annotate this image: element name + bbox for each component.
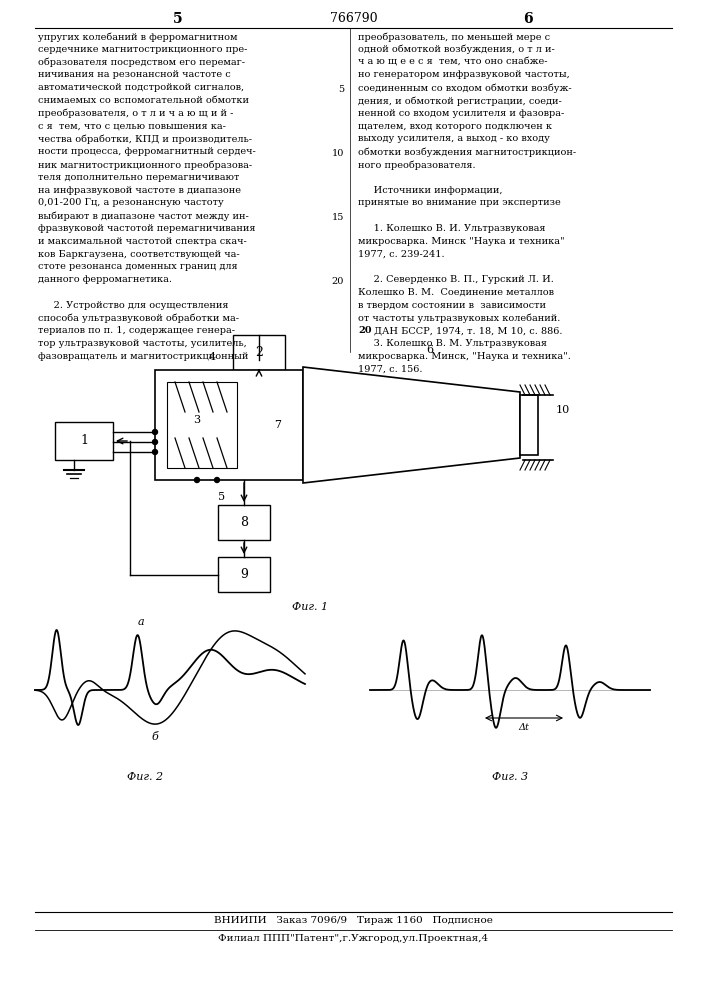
Text: 7: 7 <box>274 420 281 430</box>
Circle shape <box>153 430 158 434</box>
Text: ч а ю щ е е с я  тем, что оно снабже-: ч а ю щ е е с я тем, что оно снабже- <box>358 58 547 67</box>
Text: 2. Северденко В. П., Гурский Л. И.: 2. Северденко В. П., Гурский Л. И. <box>358 275 554 284</box>
Text: ности процесса, ферромагнитный сердеч-: ности процесса, ферромагнитный сердеч- <box>38 147 256 156</box>
Text: микросварка. Минск, "Наука и техника".: микросварка. Минск, "Наука и техника". <box>358 352 571 361</box>
Text: фразвуковой частотой перемагничивания: фразвуковой частотой перемагничивания <box>38 224 255 233</box>
Text: териалов по п. 1, содержащее генера-: териалов по п. 1, содержащее генера- <box>38 326 235 335</box>
Text: ного преобразователя.: ного преобразователя. <box>358 160 476 169</box>
Text: 5: 5 <box>173 12 183 26</box>
Text: 8: 8 <box>240 516 248 529</box>
Text: одной обмоткой возбуждения, о т л и-: одной обмоткой возбуждения, о т л и- <box>358 45 555 54</box>
Circle shape <box>153 450 158 454</box>
Text: чества обработки, КПД и производитель-: чества обработки, КПД и производитель- <box>38 134 252 144</box>
Text: тор ультразвуковой частоты, усилитель,: тор ультразвуковой частоты, усилитель, <box>38 339 247 348</box>
Bar <box>218 505 270 540</box>
Text: выбирают в диапазоне частот между ин-: выбирают в диапазоне частот между ин- <box>38 211 249 221</box>
Text: микросварка. Минск "Наука и техника": микросварка. Минск "Наука и техника" <box>358 237 565 246</box>
Text: фазовращатель и магнитострикционный: фазовращатель и магнитострикционный <box>38 352 248 361</box>
Text: ник магнитострикционного преобразова-: ник магнитострикционного преобразова- <box>38 160 252 169</box>
Text: б: б <box>151 732 158 742</box>
Text: 2. Устройство для осуществления: 2. Устройство для осуществления <box>38 301 228 310</box>
Text: 1977, с. 239-241.: 1977, с. 239-241. <box>358 250 445 259</box>
Bar <box>233 335 285 370</box>
Bar <box>55 422 113 460</box>
Bar <box>520 395 538 455</box>
Text: ков Баркгаузена, соответствующей ча-: ков Баркгаузена, соответствующей ча- <box>38 250 240 259</box>
Text: снимаемых со вспомогательной обмотки: снимаемых со вспомогательной обмотки <box>38 96 249 105</box>
Text: 10: 10 <box>332 149 344 158</box>
Text: Источники информации,: Источники информации, <box>358 186 503 195</box>
Text: Филиал ППП"Патент",г.Ужгород,ул.Проектная,4: Филиал ППП"Патент",г.Ужгород,ул.Проектна… <box>218 934 488 943</box>
Text: 6: 6 <box>426 345 433 355</box>
Text: выходу усилителя, а выход - ко входу: выходу усилителя, а выход - ко входу <box>358 134 550 143</box>
Circle shape <box>153 440 158 444</box>
Text: 1: 1 <box>80 434 88 448</box>
Text: ничивания на резонансной частоте с: ничивания на резонансной частоте с <box>38 70 230 79</box>
Text: образователя посредством его перемаг-: образователя посредством его перемаг- <box>38 58 245 67</box>
Text: сердечнике магнитострикционного пре-: сердечнике магнитострикционного пре- <box>38 45 247 54</box>
Text: 1. Колешко В. И. Ультразвуковая: 1. Колешко В. И. Ультразвуковая <box>358 224 546 233</box>
Text: автоматической подстройкой сигналов,: автоматической подстройкой сигналов, <box>38 83 244 92</box>
Text: a: a <box>138 617 144 627</box>
Text: упругих колебаний в ферромагнитном: упругих колебаний в ферромагнитном <box>38 32 238 41</box>
Text: 766790: 766790 <box>329 12 378 25</box>
Text: данного ферромагнетика.: данного ферромагнетика. <box>38 275 172 284</box>
Text: дения, и обмоткой регистрации, соеди-: дения, и обмоткой регистрации, соеди- <box>358 96 562 105</box>
Text: от частоты ультразвуковых колебаний.: от частоты ультразвуковых колебаний. <box>358 314 561 323</box>
Text: с я  тем, что с целью повышения ка-: с я тем, что с целью повышения ка- <box>38 122 226 131</box>
Text: обмотки возбуждения магнитострикцион-: обмотки возбуждения магнитострикцион- <box>358 147 576 157</box>
Text: 5: 5 <box>218 492 226 502</box>
Text: 20: 20 <box>332 277 344 286</box>
Bar <box>155 370 303 480</box>
Text: ДАН БССР, 1974, т. 18, М 10, с. 886.: ДАН БССР, 1974, т. 18, М 10, с. 886. <box>374 326 563 335</box>
Text: преобразователь, по меньшей мере с: преобразователь, по меньшей мере с <box>358 32 550 41</box>
Text: 9: 9 <box>240 568 248 581</box>
Text: стоте резонанса доменных границ для: стоте резонанса доменных границ для <box>38 262 238 271</box>
Text: 20: 20 <box>358 326 372 335</box>
Text: Колешко В. М.  Соединение металлов: Колешко В. М. Соединение металлов <box>358 288 554 297</box>
Text: способа ультразвуковой обработки ма-: способа ультразвуковой обработки ма- <box>38 314 239 323</box>
Text: щателем, вход которого подключен к: щателем, вход которого подключен к <box>358 122 552 131</box>
Text: 4: 4 <box>209 352 216 362</box>
Text: 10: 10 <box>556 405 571 415</box>
Text: соединенным со входом обмотки возбуж-: соединенным со входом обмотки возбуж- <box>358 83 572 93</box>
Bar <box>167 382 237 468</box>
Text: но генератором инфразвуковой частоты,: но генератором инфразвуковой частоты, <box>358 70 570 79</box>
Text: Фиг. 1: Фиг. 1 <box>292 602 328 612</box>
Polygon shape <box>303 367 520 483</box>
Text: Δt: Δt <box>518 723 530 732</box>
Text: 15: 15 <box>332 213 344 222</box>
Text: ненной со входом усилителя и фазовра-: ненной со входом усилителя и фазовра- <box>358 109 564 118</box>
Text: 0,01-200 Гц, а резонансную частоту: 0,01-200 Гц, а резонансную частоту <box>38 198 223 207</box>
Text: 5: 5 <box>338 85 344 94</box>
Text: 6: 6 <box>523 12 533 26</box>
Circle shape <box>194 478 199 483</box>
Text: 2: 2 <box>255 346 263 359</box>
Text: ВНИИПИ   Заказ 7096/9   Тираж 1160   Подписное: ВНИИПИ Заказ 7096/9 Тираж 1160 Подписное <box>214 916 493 925</box>
Text: 3. Колешко В. М. Ультразвуковая: 3. Колешко В. М. Ультразвуковая <box>358 339 547 348</box>
Text: 1977, с. 156.: 1977, с. 156. <box>358 365 423 374</box>
Text: Фиг. 2: Фиг. 2 <box>127 772 163 782</box>
Text: теля дополнительно перемагничивают: теля дополнительно перемагничивают <box>38 173 240 182</box>
Text: на инфразвуковой частоте в диапазоне: на инфразвуковой частоте в диапазоне <box>38 186 241 195</box>
Text: в твердом состоянии в  зависимости: в твердом состоянии в зависимости <box>358 301 546 310</box>
Text: Фиг. 3: Фиг. 3 <box>492 772 528 782</box>
Text: принятые во внимание при экспертизе: принятые во внимание при экспертизе <box>358 198 561 207</box>
Text: 3: 3 <box>194 415 201 425</box>
Text: и максимальной частотой спектра скач-: и максимальной частотой спектра скач- <box>38 237 247 246</box>
Bar <box>218 557 270 592</box>
Text: преобразователя, о т л и ч а ю щ и й -: преобразователя, о т л и ч а ю щ и й - <box>38 109 233 118</box>
Circle shape <box>214 478 219 483</box>
